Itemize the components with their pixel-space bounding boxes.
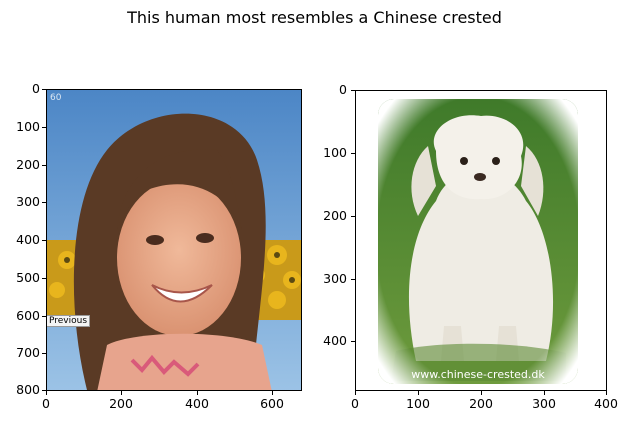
right-x-tick-label: 0: [351, 396, 359, 411]
left-y-tick-label: 200: [16, 157, 40, 172]
right-x-tick-label: 400: [594, 396, 618, 411]
left-y-tick-label: 100: [16, 119, 40, 134]
right-y-tick-label: 0: [339, 82, 347, 97]
right-y-tick-label: 300: [323, 271, 347, 286]
left-y-tick-label: 400: [16, 232, 40, 247]
right-y-tick-label: 400: [323, 333, 347, 348]
right-y-tick-label: 100: [323, 145, 347, 160]
left-y-tick-label: 500: [16, 270, 40, 285]
left-x-tick-label: 200: [109, 396, 133, 411]
overlay-number: 60: [50, 93, 62, 103]
right-x-tick-label: 300: [532, 396, 556, 411]
left-y-tick-label: 700: [16, 345, 40, 360]
right-x-tick-label: 100: [406, 396, 430, 411]
left-x-tick-label: 0: [42, 396, 50, 411]
left-y-tick-label: 300: [16, 194, 40, 209]
dog-image-axes: www.chinese-crested.dk: [355, 90, 607, 391]
right-y-tick-label: 200: [323, 208, 347, 223]
left-y-tick-label: 800: [16, 382, 40, 397]
left-x-tick-label: 400: [185, 396, 209, 411]
woman-portrait-photo-icon: [47, 90, 301, 390]
left-y-tick-label: 600: [16, 308, 40, 323]
figure-title: This human most resembles a Chinese cres…: [127, 8, 502, 27]
left-x-tick-label: 600: [260, 396, 284, 411]
watermark-text: www.chinese-crested.dk: [411, 368, 545, 381]
previous-button[interactable]: Previous: [47, 315, 91, 327]
white-dog-photo-icon: www.chinese-crested.dk: [356, 91, 606, 390]
left-y-tick-label: 0: [32, 81, 40, 96]
human-image-axes: 60 Previous: [46, 89, 302, 391]
right-x-tick-label: 200: [469, 396, 493, 411]
